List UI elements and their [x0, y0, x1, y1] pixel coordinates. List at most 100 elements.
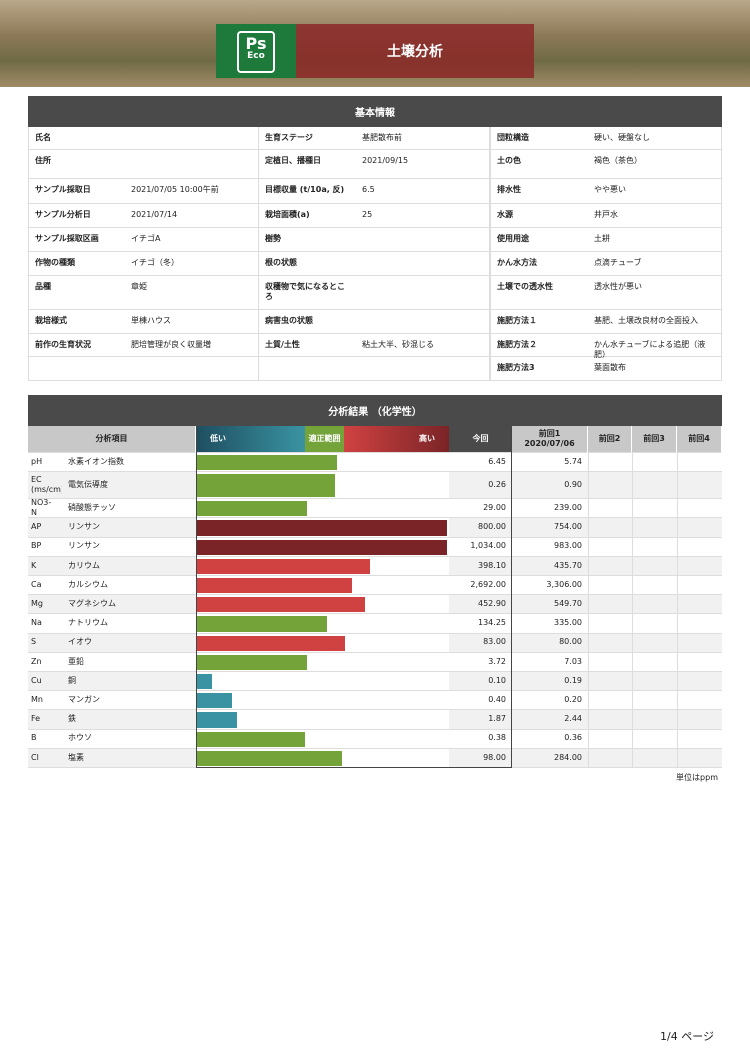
prev1-value: 0.90	[512, 472, 588, 500]
gauge-cell	[196, 499, 449, 519]
prev-empty	[588, 472, 632, 500]
prev-empty	[588, 499, 632, 519]
current-value: 398.10	[449, 556, 512, 576]
field-label: 根の状態	[258, 252, 356, 276]
prev-empty	[632, 472, 677, 500]
prev1-value: 284.00	[512, 748, 588, 768]
gauge-cell	[196, 557, 449, 576]
prev-empty	[632, 537, 677, 557]
field-value	[356, 310, 490, 334]
prev-empty	[677, 652, 722, 672]
field-value: 点滴チューブ	[588, 252, 722, 276]
column-header: 前回2	[588, 426, 632, 453]
field-value: 肥培管理が良く収量増	[125, 334, 258, 357]
prev1-value: 239.00	[512, 499, 588, 519]
field-value: 章姫	[125, 276, 258, 310]
prev-empty	[632, 453, 677, 473]
field-value	[356, 252, 490, 276]
logo-main: Ps	[245, 34, 267, 53]
level-bar	[197, 731, 305, 747]
logo: Ps Eco	[216, 24, 296, 78]
field-value	[356, 357, 490, 381]
item-name: マグネシウム	[62, 595, 196, 615]
prev-empty	[632, 748, 677, 768]
prev-empty	[632, 614, 677, 634]
field-label: 排水性	[490, 179, 588, 204]
prev1-value: 0.36	[512, 730, 588, 749]
prev-empty	[677, 518, 722, 538]
column-header: 前回3	[632, 426, 677, 453]
field-label: サンプル分析日	[28, 204, 125, 228]
field-label: 水源	[490, 204, 588, 228]
field-label: 土の色	[490, 150, 588, 179]
gauge-cell	[196, 472, 449, 500]
item-code: S	[28, 633, 62, 653]
item-name: カルシウム	[62, 576, 196, 596]
field-value: 葉面散布	[588, 357, 722, 381]
prev-empty	[588, 614, 632, 634]
level-bar	[197, 712, 237, 728]
level-bar	[197, 455, 337, 471]
field-label: 施肥方法１	[490, 310, 588, 334]
prev1-value: 3,306.00	[512, 576, 588, 596]
item-code: Zn	[28, 653, 62, 672]
field-value: かん水チューブによる追肥（液肥）	[588, 334, 722, 359]
field-label: 使用用途	[490, 228, 588, 252]
item-name: 硝酸態チッソ	[62, 499, 196, 519]
item-code: NO3-N	[28, 498, 62, 519]
current-value: 452.90	[449, 595, 512, 615]
current-value: 0.38	[449, 730, 512, 749]
column-header: 前回1 2020/07/06	[512, 426, 588, 453]
level-bar	[197, 616, 327, 632]
field-value: 単棟ハウス	[125, 310, 258, 334]
prev1-value: 549.70	[512, 595, 588, 615]
item-name: マンガン	[62, 691, 196, 711]
level-bar	[197, 520, 447, 536]
field-value: やや悪い	[588, 179, 722, 204]
column-header: 分析項目	[28, 426, 196, 453]
prev-empty	[588, 729, 632, 749]
prev-empty	[677, 595, 722, 615]
gauge-cell	[196, 691, 449, 711]
item-name: 亜鉛	[62, 653, 196, 672]
field-label: 施肥方法２	[490, 334, 588, 357]
section-header: 基本情報	[28, 96, 722, 127]
prev-empty	[632, 633, 677, 653]
prev-empty	[588, 453, 632, 473]
gauge-cell	[196, 653, 449, 672]
item-code: AP	[28, 518, 62, 538]
field-value	[356, 228, 490, 252]
field-value	[125, 127, 258, 150]
prev-empty	[677, 556, 722, 576]
current-value: 98.00	[449, 748, 512, 768]
current-value: 2,692.00	[449, 576, 512, 596]
current-value: 134.25	[449, 614, 512, 634]
prev-empty	[632, 710, 677, 730]
prev-empty	[632, 691, 677, 711]
prev-empty	[588, 595, 632, 615]
field-value: イチゴA	[125, 228, 258, 252]
gauge-cell	[196, 634, 449, 653]
current-value: 0.10	[449, 672, 512, 692]
level-bar	[197, 635, 345, 651]
prev1-value: 754.00	[512, 518, 588, 538]
prev-empty	[588, 537, 632, 557]
column-header: 今回	[449, 426, 512, 453]
level-bar	[197, 693, 232, 709]
field-value: 2021/07/14	[125, 204, 258, 228]
field-label: サンプル採取日	[28, 179, 125, 204]
item-code: Cu	[28, 672, 62, 692]
field-label: 住所	[28, 150, 125, 179]
prev-empty	[632, 652, 677, 672]
field-value: 粘土大半、砂混じる	[356, 334, 490, 357]
level-bar	[197, 474, 335, 498]
field-label: 定植日、播種日	[258, 150, 356, 179]
logo-frame: Ps Eco	[237, 31, 275, 73]
item-name: 水素イオン指数	[62, 453, 196, 473]
field-value: 井戸水	[588, 204, 722, 228]
gauge-cell	[196, 614, 449, 634]
gauge-cell	[196, 730, 449, 749]
item-code: Ca	[28, 576, 62, 596]
field-label	[258, 357, 356, 381]
